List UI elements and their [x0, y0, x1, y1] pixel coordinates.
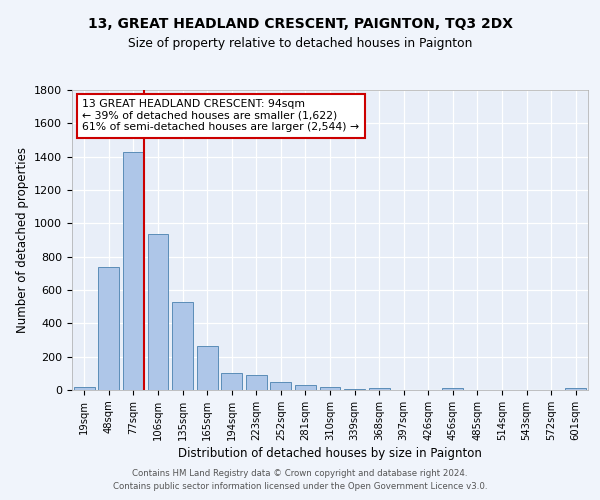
Bar	[172, 302, 193, 390]
Bar	[246, 375, 267, 390]
Bar	[123, 152, 144, 390]
Y-axis label: Number of detached properties: Number of detached properties	[16, 147, 29, 333]
X-axis label: Distribution of detached houses by size in Paignton: Distribution of detached houses by size …	[178, 447, 482, 460]
Text: Contains HM Land Registry data © Crown copyright and database right 2024.: Contains HM Land Registry data © Crown c…	[132, 468, 468, 477]
Bar	[221, 372, 242, 390]
Bar	[344, 389, 365, 390]
Text: 13, GREAT HEADLAND CRESCENT, PAIGNTON, TQ3 2DX: 13, GREAT HEADLAND CRESCENT, PAIGNTON, T…	[88, 18, 512, 32]
Bar	[148, 234, 169, 390]
Text: Contains public sector information licensed under the Open Government Licence v3: Contains public sector information licen…	[113, 482, 487, 491]
Bar	[320, 386, 340, 390]
Bar	[98, 266, 119, 390]
Bar	[442, 388, 463, 390]
Bar	[295, 386, 316, 390]
Bar	[271, 382, 292, 390]
Text: Size of property relative to detached houses in Paignton: Size of property relative to detached ho…	[128, 38, 472, 51]
Bar	[197, 346, 218, 390]
Bar	[565, 388, 586, 390]
Bar	[368, 388, 389, 390]
Bar	[74, 386, 95, 390]
Text: 13 GREAT HEADLAND CRESCENT: 94sqm
← 39% of detached houses are smaller (1,622)
6: 13 GREAT HEADLAND CRESCENT: 94sqm ← 39% …	[82, 99, 359, 132]
